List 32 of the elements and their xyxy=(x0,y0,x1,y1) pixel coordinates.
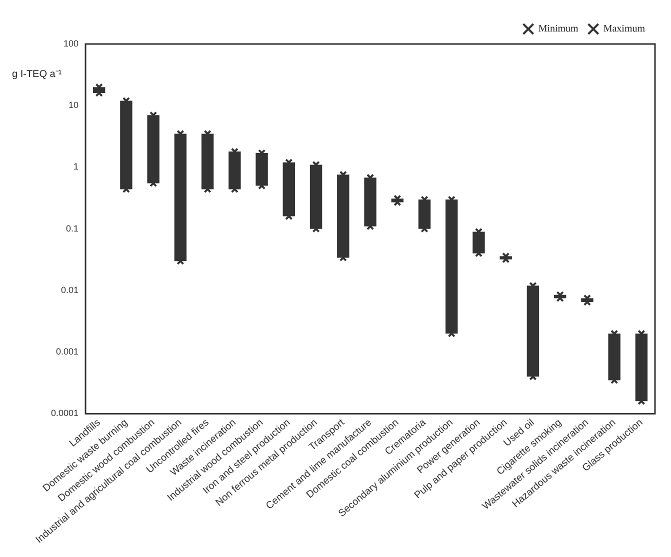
bar xyxy=(282,162,296,216)
y-axis-title: g I-TEQ a⁻¹ xyxy=(12,68,62,80)
bar xyxy=(608,334,620,380)
bar xyxy=(120,100,132,190)
bar xyxy=(310,164,322,229)
bar xyxy=(526,286,540,377)
bar xyxy=(147,115,160,184)
bar xyxy=(364,178,376,226)
bar xyxy=(228,152,241,190)
bar xyxy=(256,153,268,186)
point xyxy=(502,256,510,264)
point xyxy=(394,198,402,206)
y-tick-label: 1 xyxy=(74,162,79,172)
y-tick-label: 10 xyxy=(68,100,79,110)
bar xyxy=(174,134,187,262)
y-tick-label: 0.1 xyxy=(66,223,79,234)
point xyxy=(556,291,564,299)
bar xyxy=(337,174,350,258)
point xyxy=(394,194,402,202)
y-tick-label: 0.0001 xyxy=(50,408,79,418)
point xyxy=(502,252,510,260)
y-tick-label: 0.001 xyxy=(56,346,79,357)
legend-label: Minimum xyxy=(538,24,579,35)
bar xyxy=(201,134,214,190)
bar xyxy=(446,199,458,334)
bar xyxy=(472,232,485,254)
legend-label: Maximum xyxy=(603,24,646,35)
bar xyxy=(635,334,648,402)
point xyxy=(556,294,564,302)
bar xyxy=(418,199,431,229)
y-tick-label: 100 xyxy=(63,38,79,48)
y-tick-label: 0.01 xyxy=(60,284,79,295)
